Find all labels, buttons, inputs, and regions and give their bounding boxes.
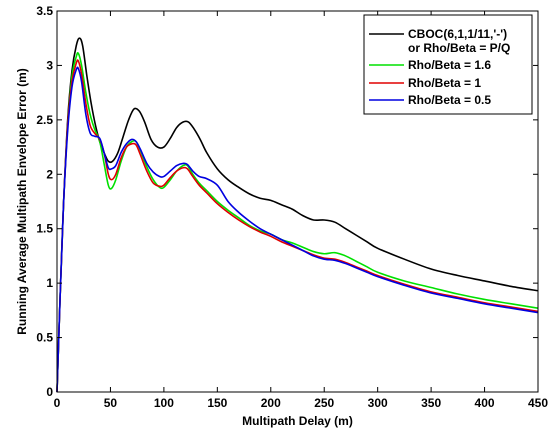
x-tick-label: 150 (207, 396, 227, 410)
y-tick-label: 1 (46, 276, 53, 290)
y-tick-label: 3 (46, 58, 53, 72)
series-line-1 (56, 37, 539, 393)
plot-frame (56, 10, 539, 393)
x-tick-label: 0 (54, 396, 61, 410)
y-tick-label: 1.5 (36, 222, 53, 236)
x-tick-label: 400 (475, 396, 495, 410)
legend-label-2: Rho/Beta = 1.6 (408, 58, 491, 72)
legend-label-3: Rho/Beta = 1 (408, 76, 481, 90)
y-tick-label: 0 (46, 385, 53, 399)
legend-label-4: Rho/Beta = 0.5 (408, 93, 491, 107)
legend-label-1-line2: or Rho/Beta = P/Q (408, 41, 510, 55)
y-axis-label: Running Average Multipath Envelope Error… (15, 68, 29, 334)
y-tick-label: 2 (46, 167, 53, 181)
legend: CBOC(6,1,1/11,'-')or Rho/Beta = P/Q Rho/B… (363, 14, 533, 115)
y-tick-label: 0.5 (36, 331, 53, 345)
x-tick-label: 300 (368, 396, 388, 410)
x-tick-label: 350 (421, 396, 441, 410)
x-tick-label: 100 (154, 396, 174, 410)
x-tick-label: 250 (314, 396, 334, 410)
x-tick-label: 50 (104, 396, 118, 410)
y-ticks: 0 0.5 1 1.5 2 2.5 3 3.5 (36, 4, 538, 399)
x-ticks: 0 50 100 150 200 250 300 350 400 450 (54, 11, 548, 410)
y-tick-label: 3.5 (36, 4, 53, 18)
x-axis-label: Multipath Delay (m) (242, 414, 353, 428)
y-tick-label: 2.5 (36, 113, 53, 127)
x-tick-label: 450 (528, 396, 548, 410)
legend-label-1: CBOC(6,1,1/11,'-') (408, 27, 507, 41)
series-line-4 (56, 66, 539, 393)
series-line-3 (56, 59, 539, 393)
x-tick-label: 200 (261, 396, 281, 410)
series-layer (56, 37, 539, 393)
